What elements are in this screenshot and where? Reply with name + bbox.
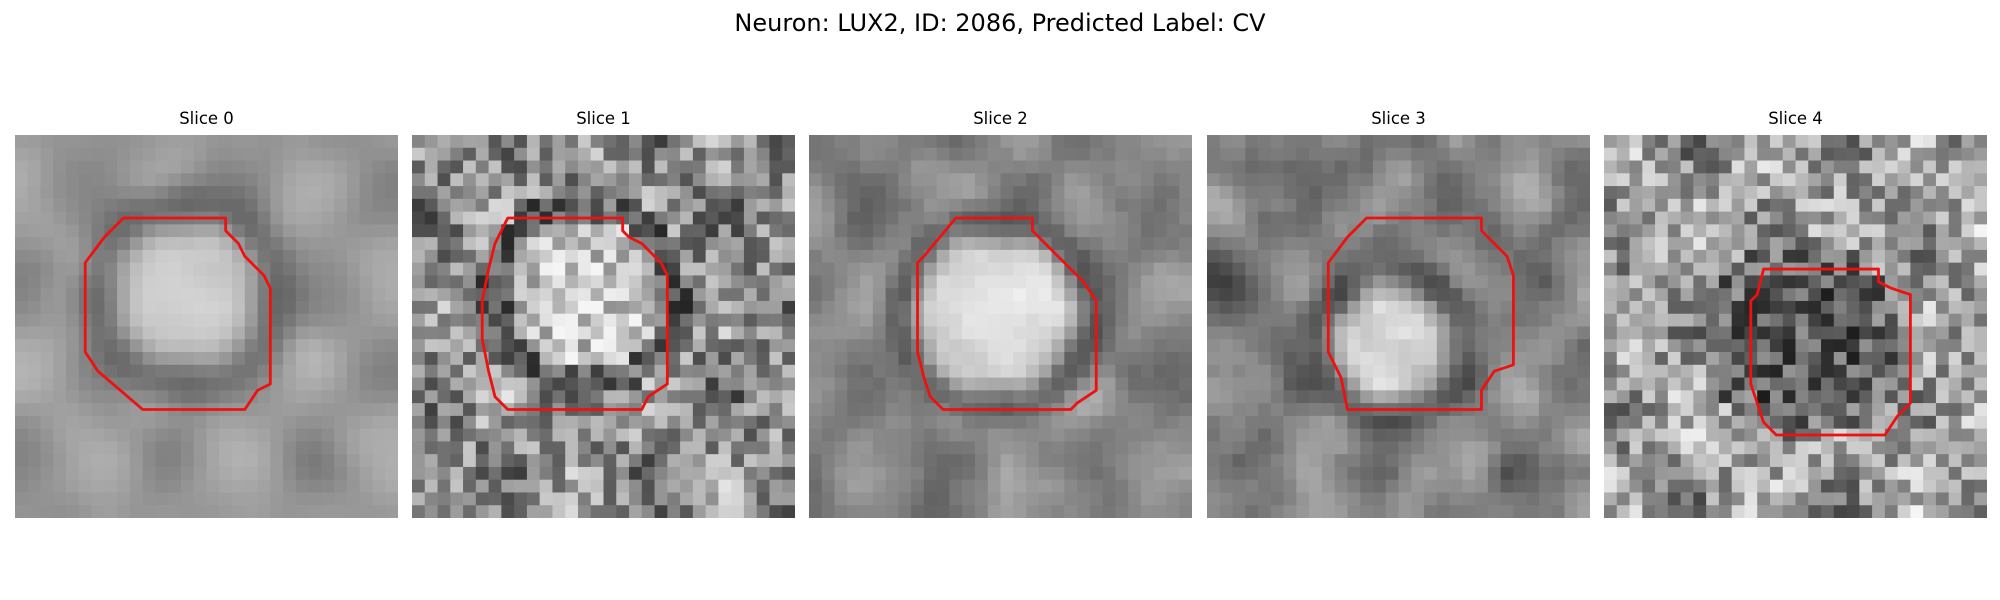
slice-panel-0: Slice 0 xyxy=(15,109,398,518)
slice-panel-1: Slice 1 xyxy=(412,109,795,518)
slice-panel-3: Slice 3 xyxy=(1207,109,1590,518)
slice-title-3: Slice 3 xyxy=(1371,109,1426,128)
slice-title-1: Slice 1 xyxy=(576,109,631,128)
segmentation-contour-3 xyxy=(1326,216,1515,411)
slice-image-2 xyxy=(809,135,1192,518)
slice-title-0: Slice 0 xyxy=(179,109,234,128)
slice-image-4 xyxy=(1604,135,1987,518)
segmentation-contour-1 xyxy=(480,216,669,411)
figure-title: Neuron: LUX2, ID: 2086, Predicted Label:… xyxy=(734,9,1266,37)
slice-panel-2: Slice 2 xyxy=(809,109,1192,518)
segmentation-contour-2 xyxy=(916,216,1098,411)
slice-image-1 xyxy=(412,135,795,518)
segmentation-contour-4 xyxy=(1749,267,1912,437)
slice-title-4: Slice 4 xyxy=(1768,109,1823,128)
segmentation-contour-0 xyxy=(83,216,272,411)
slice-image-0 xyxy=(15,135,398,518)
slice-panel-4: Slice 4 xyxy=(1604,109,1987,518)
slice-title-2: Slice 2 xyxy=(973,109,1028,128)
slice-image-3 xyxy=(1207,135,1590,518)
